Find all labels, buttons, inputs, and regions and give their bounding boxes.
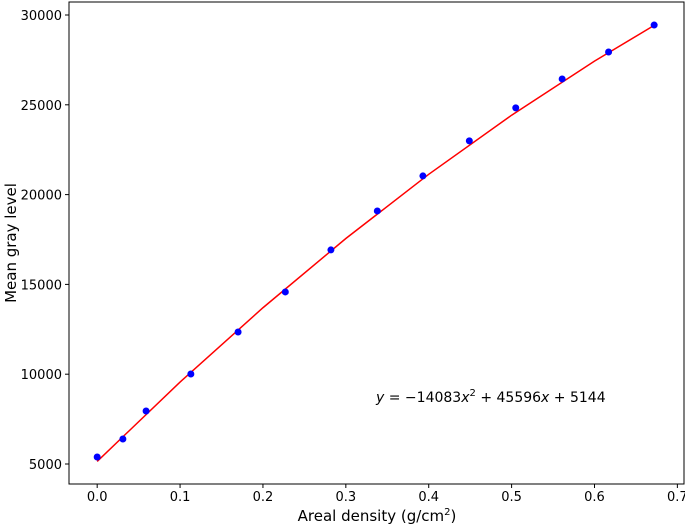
data-point bbox=[465, 137, 473, 145]
fit-line bbox=[96, 23, 658, 462]
annotation-part: + 45596 bbox=[476, 390, 541, 406]
annotation-part: x bbox=[460, 390, 470, 406]
x-tick-label: 0.7 bbox=[667, 490, 685, 505]
x-tick-label: 0.1 bbox=[170, 490, 191, 505]
y-tick-label: 20000 bbox=[21, 189, 62, 204]
y-tick-label: 25000 bbox=[21, 99, 62, 114]
data-point bbox=[373, 207, 381, 215]
x-label-text: ) bbox=[451, 507, 457, 525]
x-tick-label: 0.5 bbox=[501, 490, 522, 505]
x-label-text: Areal density (g/cm bbox=[298, 507, 445, 525]
y-tick-label: 5000 bbox=[29, 458, 62, 473]
data-point bbox=[142, 407, 150, 415]
x-label-sup: 2 bbox=[444, 507, 450, 518]
data-point bbox=[605, 48, 613, 56]
plot-frame bbox=[68, 1, 685, 485]
data-point bbox=[234, 328, 242, 336]
annotation-part: x bbox=[540, 390, 550, 406]
data-point bbox=[93, 453, 101, 461]
data-point bbox=[419, 172, 427, 180]
annotation: y = −14083x2 + 45596x + 5144 bbox=[375, 388, 606, 406]
y-axis-label: Mean gray level bbox=[2, 183, 20, 303]
x-axis-label: Areal density (g/cm2) bbox=[298, 507, 457, 525]
x-tick-label: 0.0 bbox=[87, 490, 108, 505]
data-point bbox=[650, 21, 658, 29]
x-tick-label: 0.3 bbox=[335, 490, 356, 505]
y-tick-label: 15000 bbox=[21, 278, 62, 293]
data-point bbox=[281, 288, 289, 296]
data-point bbox=[327, 246, 335, 254]
annotation-part: + 5144 bbox=[549, 390, 605, 406]
data-point bbox=[119, 435, 127, 443]
annotation-part: = −14083 bbox=[384, 390, 461, 406]
y-tick-label: 30000 bbox=[21, 9, 62, 24]
x-tick-label: 0.6 bbox=[584, 490, 605, 505]
data-point bbox=[187, 370, 195, 378]
annotation-sup: 2 bbox=[470, 388, 476, 399]
x-tick-label: 0.2 bbox=[253, 490, 274, 505]
annotation-part: y bbox=[375, 390, 385, 406]
y-tick-label: 10000 bbox=[21, 368, 62, 383]
data-point bbox=[512, 104, 520, 112]
data-point bbox=[558, 75, 566, 83]
x-tick-label: 0.4 bbox=[418, 490, 439, 505]
